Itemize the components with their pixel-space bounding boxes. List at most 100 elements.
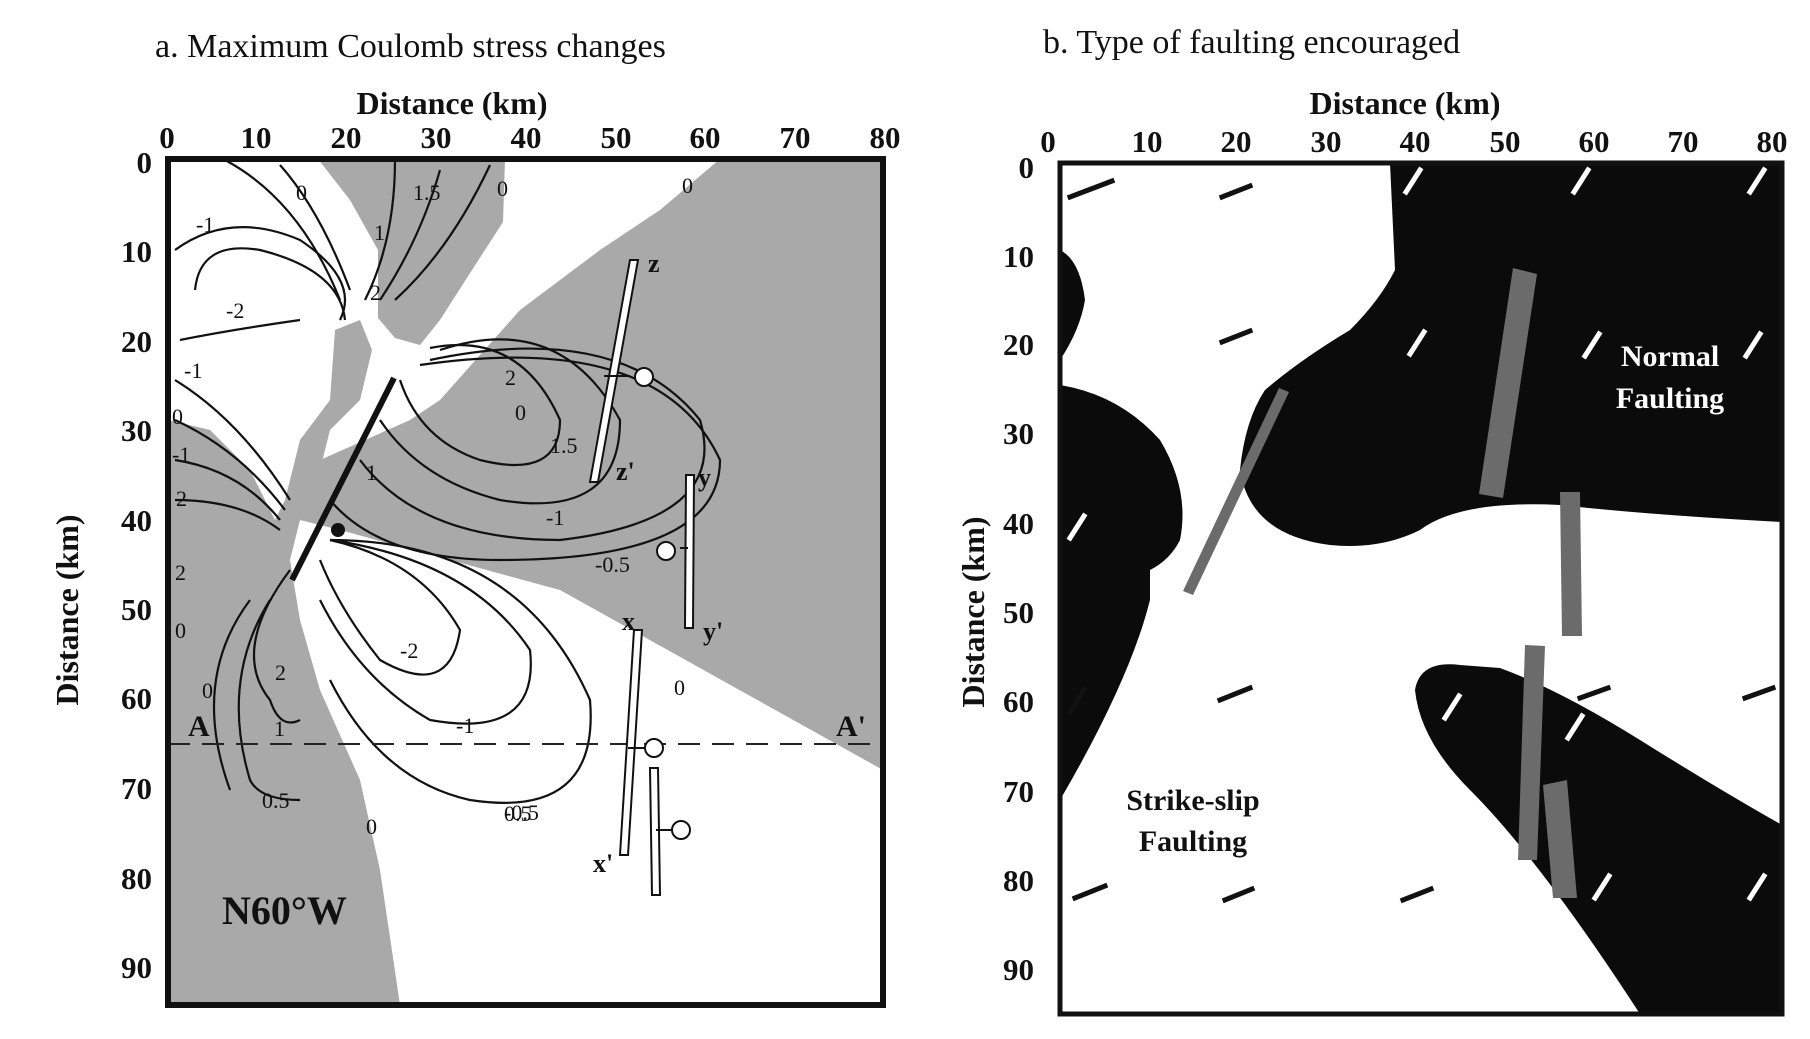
fault-y [683, 474, 696, 629]
tick-mark [1441, 692, 1463, 722]
contour-label: 2 [275, 660, 286, 685]
tick-mark [1218, 327, 1254, 346]
contour-label: 2 [176, 486, 187, 511]
tick-mark [1576, 684, 1612, 702]
contour-label: 0.5 [504, 801, 532, 826]
orientation-ticks [1066, 166, 1777, 904]
profile-end-label: A' [836, 710, 866, 743]
main-fault-marker [331, 523, 345, 537]
tick-mark [1221, 885, 1256, 904]
secondary-faults [588, 259, 696, 896]
y-tick: 60 [121, 681, 152, 716]
fault-z [588, 259, 640, 483]
black-region-bottom-right [1415, 664, 1782, 1014]
x-tick: 10 [241, 120, 272, 155]
fault-label-y: y [698, 463, 711, 492]
contour-label: -1 [196, 212, 214, 237]
tick-mark [1066, 512, 1088, 542]
y-tick: 50 [121, 592, 152, 627]
tick-mark [1066, 177, 1116, 201]
marker-ball [644, 738, 664, 758]
contour-label: 0 [682, 173, 693, 198]
contour-label: 2 [505, 365, 516, 390]
y-tick: 40 [121, 503, 152, 538]
contour-line [364, 159, 397, 301]
fault-rect [1479, 268, 1537, 498]
fault-markers [604, 367, 691, 840]
tick-mark [1581, 330, 1603, 360]
fault-rect [1183, 388, 1289, 595]
y-tick: 0 [137, 145, 153, 180]
contour-line [179, 318, 301, 342]
marker-ball [671, 820, 691, 840]
contour-label: 0.5 [262, 788, 290, 813]
x-tick: 50 [601, 120, 632, 155]
y-tick: 60 [1003, 684, 1034, 719]
contour-label: 1 [366, 460, 377, 485]
profile-start-label: A [188, 710, 210, 743]
contour-label: 0 [175, 618, 186, 643]
normal-faulting-label-line2: Faulting [1616, 382, 1724, 415]
tick-mark [1066, 686, 1088, 716]
contours [174, 159, 722, 804]
x-tick: 80 [870, 120, 901, 155]
contour-label: -1 [172, 442, 190, 467]
contour-label: 2 [175, 560, 186, 585]
panel-a-x-axis-title: Distance (km) [356, 85, 547, 121]
contour-label: -2 [400, 638, 418, 663]
marker-ball [634, 367, 654, 387]
contour-line [279, 164, 352, 291]
fault-label-x: x [622, 607, 635, 636]
y-tick: 80 [1003, 863, 1034, 898]
x-tick: 20 [1221, 124, 1252, 159]
contour-label: 1 [374, 220, 385, 245]
y-tick: 40 [1003, 506, 1034, 541]
x-tick: 10 [1132, 124, 1163, 159]
panel-a-title: a. Maximum Coulomb stress changes [155, 28, 666, 65]
gray-region-top [318, 159, 505, 345]
tick-mark [1399, 885, 1435, 904]
y-tick: 30 [1003, 416, 1034, 451]
contour-line [394, 164, 491, 301]
x-tick: 30 [1311, 124, 1342, 159]
fault-labels: z z' y y' x x' [593, 249, 723, 878]
contour-line [398, 343, 562, 467]
fault-label-z: z [648, 249, 660, 278]
tick-mark [1402, 166, 1424, 196]
contour-label: 0 [366, 814, 377, 839]
y-tick: 20 [121, 324, 152, 359]
contour-line [379, 338, 622, 505]
contour-label: 1.5 [550, 433, 578, 458]
y-tick: 80 [121, 861, 152, 896]
tick-mark [1746, 872, 1768, 902]
contour-line [379, 169, 442, 301]
contour-line [212, 599, 251, 791]
y-tick: 90 [121, 950, 152, 985]
panel-b-y-ticks: 0 10 20 30 40 50 60 70 80 90 [1003, 150, 1034, 987]
contour-label: 1.5 [413, 180, 441, 205]
y-tick: 50 [1003, 595, 1034, 630]
x-tick: 0 [1040, 124, 1056, 159]
panel-a: a. Maximum Coulomb stress changes Distan… [49, 28, 901, 1008]
tick-mark [1591, 872, 1613, 902]
fault-rect [1560, 492, 1582, 636]
y-tick: 70 [121, 771, 152, 806]
panel-b-x-axis-title: Distance (km) [1309, 85, 1500, 121]
fault-rect [1518, 645, 1545, 860]
contour-line [329, 538, 592, 804]
contour-label: 0 [515, 400, 526, 425]
panel-b-y-axis-title: Distance (km) [955, 516, 991, 707]
panel-b-faults [1183, 268, 1582, 898]
contour-line [174, 226, 347, 321]
tick-mark [1071, 882, 1109, 902]
contour-label: 0 [497, 176, 508, 201]
y-tick: 70 [1003, 774, 1034, 809]
contour-label: 0 [172, 404, 183, 429]
y-tick: 10 [1003, 239, 1034, 274]
y-tick: 90 [1003, 952, 1034, 987]
x-tick: 80 [1757, 124, 1788, 159]
contour-line [193, 247, 347, 321]
contour-line [174, 419, 286, 511]
contour-label: 0 [202, 678, 213, 703]
contour-line [174, 458, 281, 521]
